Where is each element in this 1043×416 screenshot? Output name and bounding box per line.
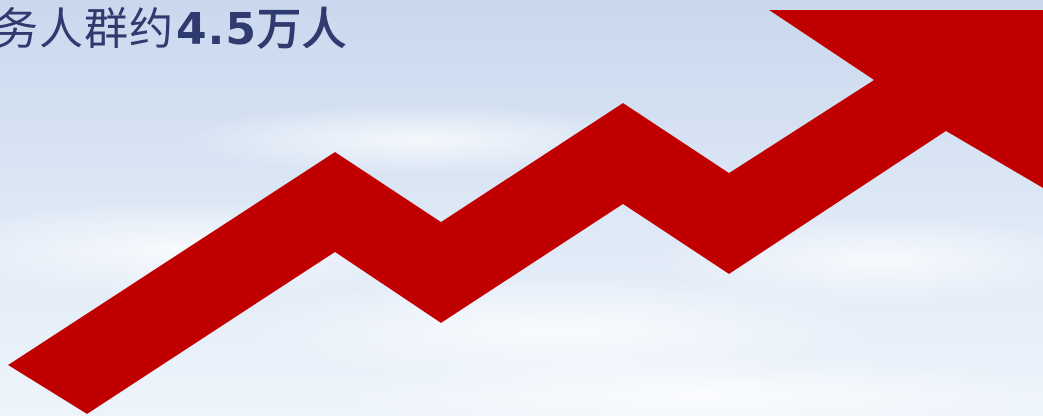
- arrow-body: [8, 10, 1043, 414]
- headline-prefix: 务人群约: [0, 4, 174, 55]
- headline: 务人群约4.5万人: [0, 2, 347, 58]
- headline-figure: 4.5万人: [176, 4, 347, 55]
- cloud-wisp: [320, 355, 1043, 416]
